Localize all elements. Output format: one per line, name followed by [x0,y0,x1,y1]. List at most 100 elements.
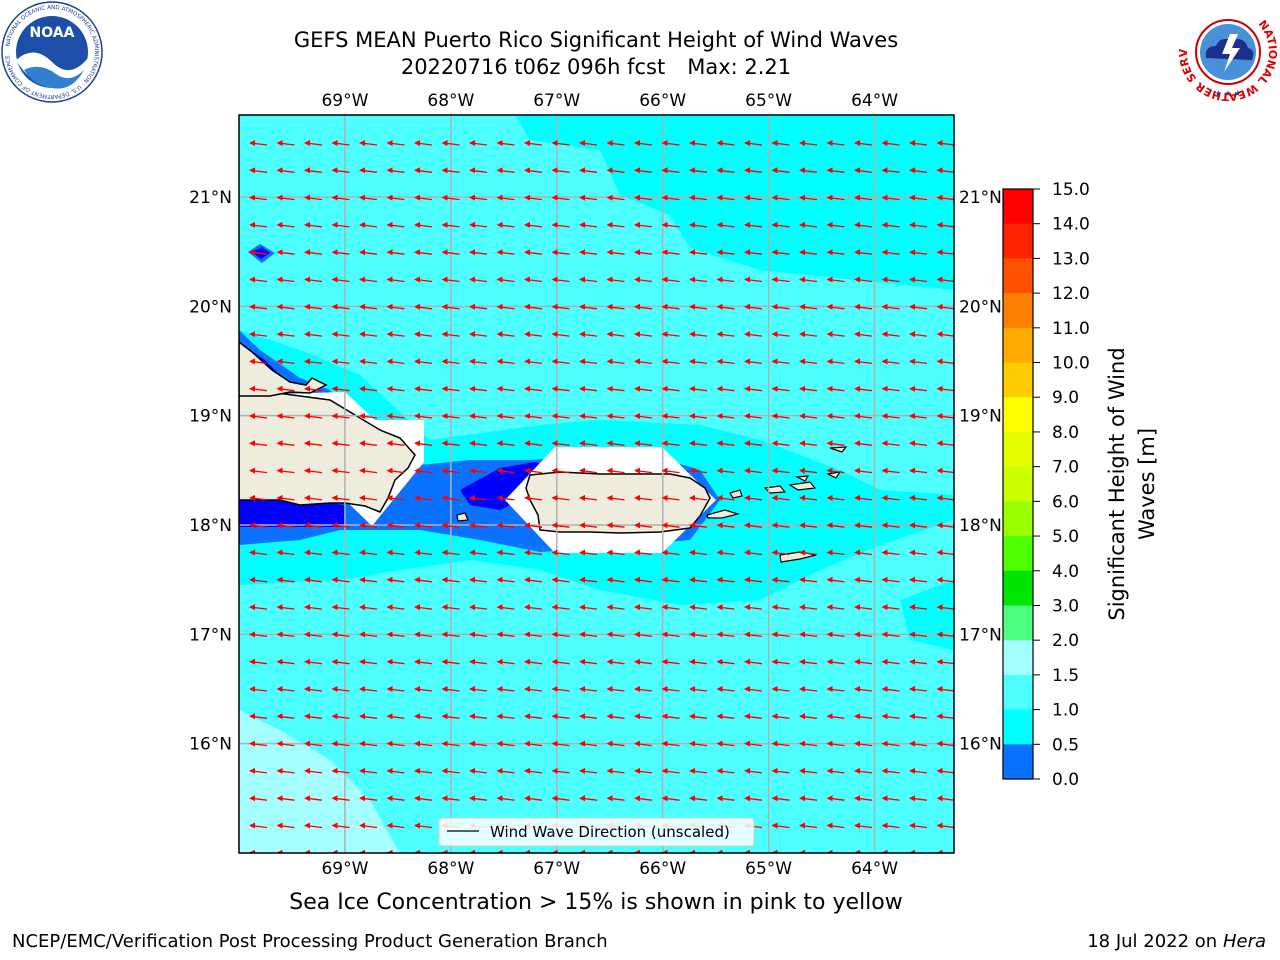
wind-wave-arrow [744,303,763,310]
lat-label-left: 16°N [189,735,232,755]
wind-wave-arrow [689,303,708,310]
wind-wave-arrow [579,740,598,747]
colorbar-tick-label: 1.5 [1052,666,1079,686]
lon-label-bottom: 64°W [851,859,898,879]
wind-wave-arrow [744,167,763,174]
wind-wave-arrow [854,249,873,256]
wind-wave-arrow [771,494,790,501]
wind-wave-arrow [524,576,543,583]
colorbar-tick-label: 0.5 [1052,735,1079,755]
wind-wave-arrow [249,440,268,447]
wind-wave-arrow [826,221,845,228]
colorbar-segment [1003,640,1033,676]
wind-wave-arrow [414,221,433,228]
wind-wave-arrow [606,467,625,474]
wind-wave-arrow [496,440,515,447]
wind-wave-arrow [854,740,873,747]
wind-wave-arrow [744,795,763,802]
wind-wave-arrow [606,303,625,310]
wind-wave-arrow [496,385,515,392]
wind-wave-arrow [304,385,323,392]
wind-wave-arrow [304,221,323,228]
wind-wave-arrow [744,221,763,228]
wind-wave-arrow [716,467,735,474]
wind-wave-arrow [551,358,570,365]
wind-wave-arrow [524,795,543,802]
wind-wave-arrow [771,576,790,583]
wind-wave-arrow [689,631,708,638]
lat-label-left: 21°N [189,188,232,208]
wind-wave-arrow [469,331,488,338]
wind-wave-arrow [854,167,873,174]
wind-wave-arrow [826,385,845,392]
lat-label-left: 20°N [189,297,232,317]
wind-wave-arrow [276,331,295,338]
wind-wave-arrow [359,604,378,611]
wind-wave-arrow [661,576,680,583]
wind-wave-arrow [551,331,570,338]
wind-wave-arrow [744,549,763,556]
wind-wave-arrow [881,276,900,283]
wind-wave-arrow [661,413,680,419]
wind-wave-arrow [826,331,845,338]
wind-wave-arrow [441,686,460,692]
wind-wave-arrow [331,140,350,146]
wind-wave-arrow [331,167,350,174]
wind-wave-arrow [661,276,680,283]
wind-wave-arrow [936,822,954,829]
wind-wave-arrow [771,249,790,256]
wind-wave-arrow [304,467,323,474]
wind-wave-arrow [881,767,900,774]
colorbar-segment [1003,570,1033,606]
wind-wave-arrow [496,795,515,802]
wind-wave-arrow [881,795,900,802]
wind-wave-arrow [441,167,460,174]
wind-wave-arrow [579,713,598,720]
colorbar-tick-label: 12.0 [1052,284,1090,304]
wind-wave-arrow [276,276,295,283]
wind-wave-arrow [469,767,488,774]
wind-wave-arrow [799,576,818,583]
wind-wave-arrow [634,358,653,365]
wind-wave-arrow [936,713,954,720]
wind-wave-arrow [579,795,598,802]
wind-wave-arrow [441,576,460,583]
wind-wave-arrow [414,440,433,447]
lon-label-top: 64°W [851,91,898,111]
wind-wave-arrow [936,849,946,853]
wind-wave-arrow [249,167,268,174]
wind-wave-arrow [414,767,433,774]
wind-wave-arrow [414,249,433,256]
wave-field-1p0-1p5 [515,115,954,290]
lat-label-left: 17°N [189,625,232,645]
wind-wave-arrow [496,740,515,747]
wind-wave-arrow [606,795,625,802]
colorbar-segment [1003,362,1033,398]
wind-wave-arrow [881,140,900,146]
wind-wave-arrow [469,658,488,665]
wind-wave-arrow [386,385,405,392]
wind-wave-arrow [469,467,488,474]
wind-wave-arrow [414,494,433,501]
wind-wave-arrow [386,795,405,802]
wind-wave-arrow [771,549,790,556]
wind-wave-arrow [551,194,570,201]
noaa-logo: NOAA NATIONAL OCEANIC AND ATMOSPHERIC AD… [0,0,104,104]
wind-wave-arrow [689,467,708,474]
wind-wave-arrow [359,221,378,228]
wind-wave-arrow [579,686,598,692]
wind-wave-arrow [936,331,954,338]
wind-wave-arrow [579,331,598,338]
lon-label-bottom: 69°W [321,859,368,879]
wind-wave-arrow [414,331,433,338]
wind-wave-arrow [551,385,570,392]
wind-wave-arrow [854,303,873,310]
wind-wave-arrow [909,658,928,665]
wind-wave-arrow [496,303,515,310]
wind-wave-arrow [304,358,323,365]
wind-wave-arrow [716,167,735,174]
wind-wave-arrow [414,140,433,146]
wind-wave-arrow [744,249,763,256]
wind-wave-arrow [331,767,350,774]
